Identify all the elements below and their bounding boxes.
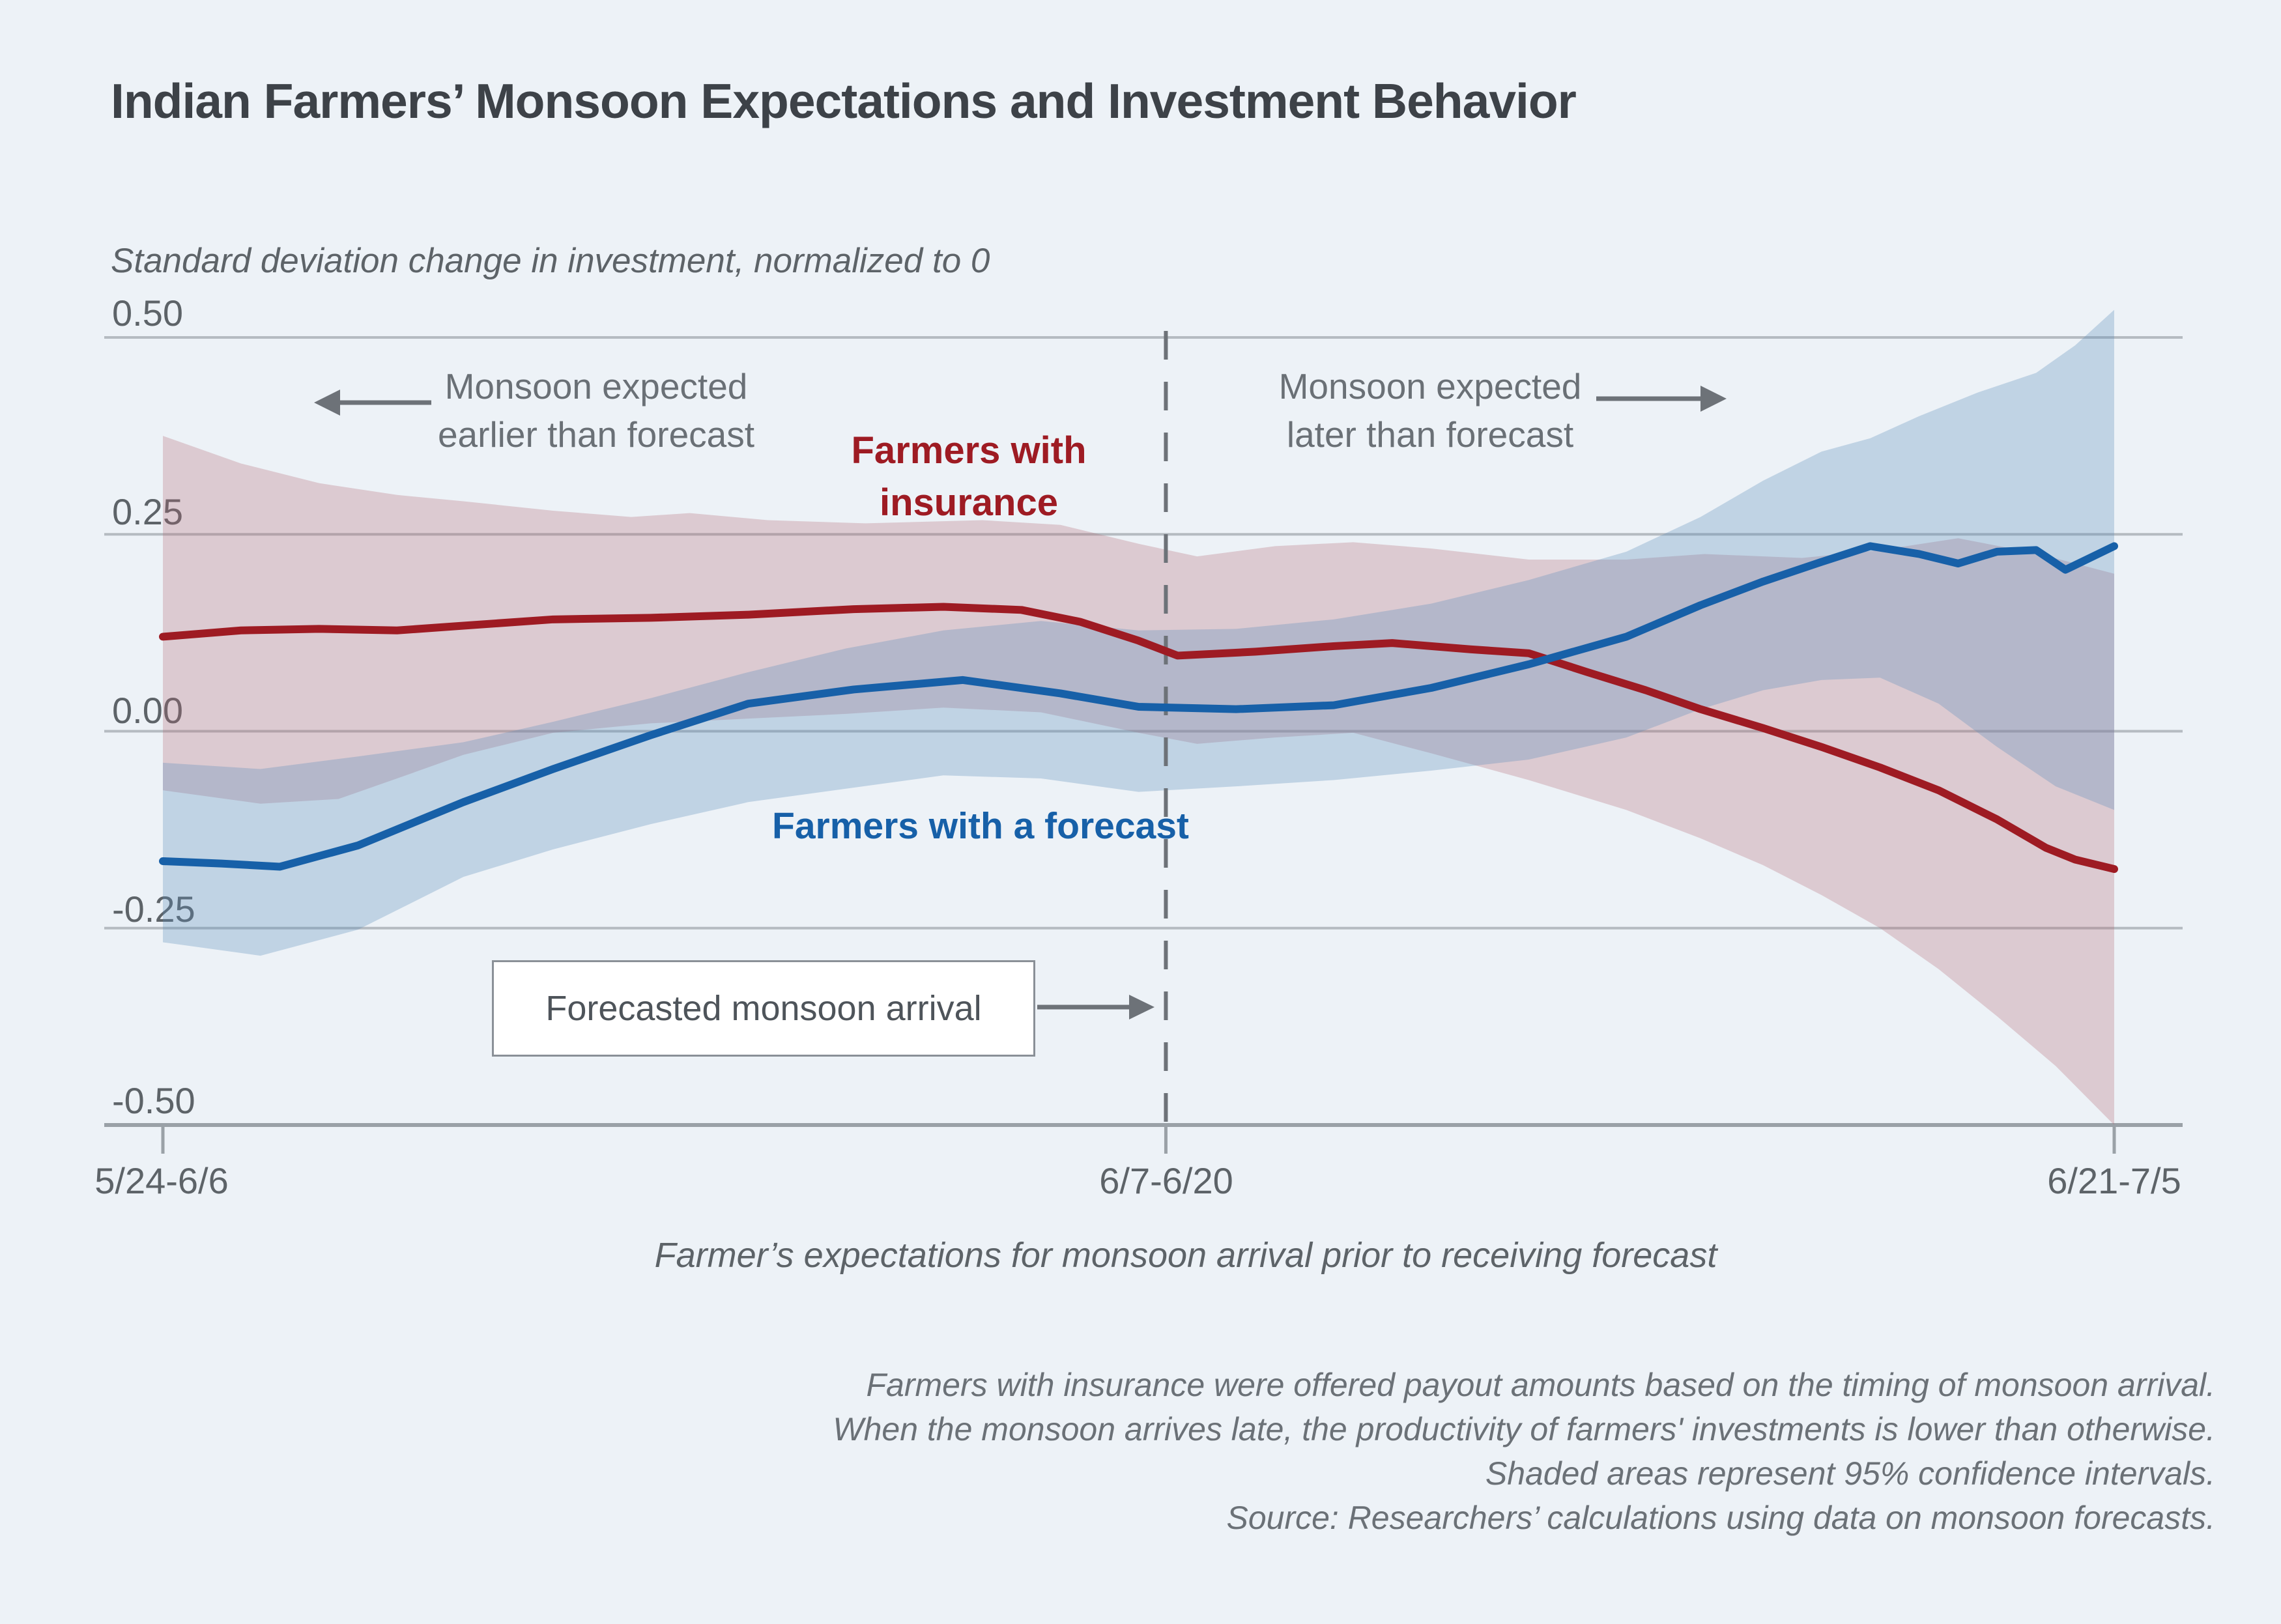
page-title: Indian Farmers’ Monsoon Expectations and… — [111, 74, 1577, 128]
series-label-insurance: Farmers with insurance — [851, 429, 1087, 524]
footnote-line: Source: Researchers’ calculations using … — [1226, 1500, 2215, 1536]
farmers-with-a-forecast-line — [159, 542, 2118, 871]
series-label-forecast: Farmers with a forecast — [772, 805, 1189, 847]
x-tick-label: 6/21-7/5 — [2047, 1160, 2181, 1201]
x-tick-label: 6/7-6/20 — [1099, 1160, 1233, 1201]
footnote-line: Farmers with insurance were offered payo… — [866, 1367, 2215, 1403]
footnote-line: When the monsoon arrives late, the produ… — [833, 1411, 2215, 1447]
y-tick-label: 0.00 — [112, 690, 183, 731]
arrow-box-icon — [1037, 995, 1155, 1019]
forecast-arrival-callout: Forecasted monsoon arrival — [492, 960, 1035, 1057]
y-tick-label: -0.25 — [112, 889, 195, 930]
annotation-monsoon-earlier: Monsoon expected earlier than forecast — [437, 366, 755, 455]
footnotes: Farmers with insurance were offered payo… — [521, 1363, 2215, 1540]
y-axis-title: Standard deviation change in investment,… — [111, 242, 990, 280]
farmers-with-insurance-line — [159, 603, 2118, 874]
x-axis-title: Farmer’s expectations for monsoon arriva… — [654, 1236, 1717, 1275]
y-tick-label: 0.25 — [112, 491, 183, 532]
annotation-monsoon-later: Monsoon expected later than forecast — [1278, 366, 1582, 455]
y-tick-label: -0.50 — [112, 1080, 195, 1121]
footnote-line: Shaded areas represent 95% confidence in… — [1485, 1455, 2215, 1492]
arrow-left-icon — [314, 390, 431, 416]
arrow-right-icon — [1596, 386, 1727, 412]
farmers-with-insurance-ci-band — [163, 436, 2114, 1125]
farmers-with-a-forecast-ci-band — [163, 309, 2114, 956]
y-tick-label: 0.50 — [112, 292, 183, 334]
x-tick-label: 5/24-6/6 — [94, 1160, 229, 1201]
